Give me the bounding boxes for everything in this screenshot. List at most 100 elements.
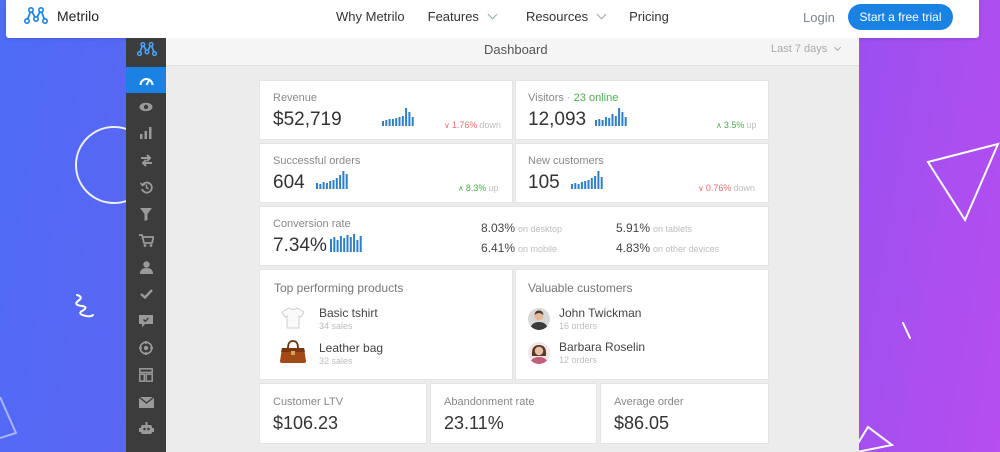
date-range-selector[interactable]: Last 7 days	[771, 43, 842, 55]
sparkline-bar	[621, 112, 624, 126]
date-range-label: Last 7 days	[771, 43, 828, 55]
sparkline-bar	[388, 119, 391, 126]
abandonment-rate-value: 23.11%	[444, 413, 504, 433]
cart-icon	[138, 233, 154, 247]
sparkline-bar	[382, 121, 384, 126]
conversion-mobile: 6.41% on mobile	[481, 241, 557, 255]
visitors-sparkline	[595, 108, 627, 126]
customer-ltv-card[interactable]: Customer LTV $106.23	[259, 383, 427, 444]
nav-resources[interactable]: Resources	[525, 8, 607, 24]
decorative-line	[902, 322, 911, 339]
sparkline-bar	[601, 120, 604, 126]
revenue-change: ∨ 1.76% down	[444, 120, 501, 130]
dashboard-title: Dashboard	[484, 42, 548, 57]
sparkline-bar	[333, 237, 336, 252]
sidebar-item-automation[interactable]	[126, 416, 166, 442]
sparkline-bar	[346, 235, 349, 252]
sparkline-bar	[332, 180, 335, 189]
orders-change-word: up	[488, 183, 499, 193]
user-icon	[139, 260, 153, 274]
orders-sparkline	[316, 171, 348, 189]
customer-orders: 16 orders	[559, 321, 598, 331]
history-icon	[139, 181, 153, 193]
revenue-card[interactable]: Revenue $52,719 ∨ 1.76% down	[259, 80, 513, 140]
sidebar-item-reports[interactable]	[126, 120, 166, 146]
start-trial-button[interactable]: Start a free trial	[848, 4, 953, 30]
sparkline-bar	[598, 119, 601, 126]
chevron-down-icon	[487, 9, 498, 19]
abandonment-rate-card[interactable]: Abandonment rate 23.11%	[430, 383, 597, 444]
dashboard-gauge-icon	[139, 77, 153, 85]
sparkline-bar	[614, 116, 617, 126]
conversion-card[interactable]: Conversion rate 7.34% 8.03% on desktop 6.…	[259, 206, 769, 266]
sidebar-item-orders[interactable]	[126, 227, 166, 253]
sparkline-bar	[604, 117, 607, 126]
metrilo-logo-icon[interactable]	[137, 41, 157, 57]
conversion-other: 4.83% on other devices	[616, 241, 719, 255]
sidebar-item-email[interactable]	[126, 389, 166, 415]
avatar[interactable]	[528, 308, 550, 330]
sidebar-item-tasks[interactable]	[126, 281, 166, 307]
sparkline-bar	[577, 184, 580, 189]
nav-features[interactable]: Features	[427, 8, 498, 24]
sparkline-bar	[580, 182, 583, 189]
orders-change: ∧ 8.3% up	[458, 183, 498, 193]
login-link[interactable]: Login	[803, 10, 835, 25]
new-customers-card[interactable]: New customers 105 ∨ 0.76% down	[515, 143, 769, 203]
visitors-change-word: up	[746, 120, 757, 130]
product-name[interactable]: Basic tshirt	[319, 306, 378, 320]
conversion-mobile-value: 6.41%	[481, 241, 516, 255]
conversion-tablets: 5.91% on tablets	[616, 221, 692, 235]
sparkline-bar	[322, 182, 325, 189]
sparkline-bar	[339, 175, 342, 189]
conversion-tablets-value: 5.91%	[616, 221, 651, 235]
visitors-value: 12,093	[528, 109, 587, 130]
nav-features-label: Features	[427, 8, 479, 24]
trend-up-icon: ∧	[716, 120, 722, 130]
sidebar-item-dashboard[interactable]	[126, 67, 166, 93]
sidebar-item-visitors[interactable]	[126, 94, 166, 120]
sparkline-bar	[342, 171, 345, 189]
orders-label: Successful orders	[273, 155, 361, 167]
product-sales: 32 sales	[319, 356, 353, 366]
sidebar-item-history[interactable]	[126, 174, 166, 200]
orders-card[interactable]: Successful orders 604 ∧ 8.3% up	[259, 143, 513, 203]
customer-name[interactable]: Barbara Roselin	[559, 340, 646, 354]
visitors-label-text: Visitors	[528, 92, 564, 104]
top-navbar: Metrilo Why Metrilo Features Resources P…	[6, 0, 979, 38]
sparkline-bar	[343, 238, 346, 252]
top-products-title: Top performing products	[274, 281, 404, 295]
sidebar-item-customers[interactable]	[126, 254, 166, 280]
conversion-mobile-label: on mobile	[518, 244, 558, 254]
product-name[interactable]: Leather bag	[319, 341, 384, 355]
new-customers-change-pct: 0.76%	[705, 183, 732, 193]
visitors-separator: ·	[563, 92, 574, 104]
customer-name[interactable]: John Twickman	[559, 306, 642, 320]
nav-resources-label: Resources	[525, 8, 589, 24]
sidebar-item-messages[interactable]	[126, 308, 166, 334]
customer-orders: 12 orders	[559, 355, 598, 365]
sparkline-bar	[325, 183, 328, 189]
trend-down-icon: ∨	[444, 120, 450, 130]
valuable-customers-card: Valuable customers John Twickman 16 orde…	[515, 269, 769, 380]
new-customers-label: New customers	[528, 155, 604, 167]
avatar[interactable]	[528, 342, 550, 364]
sidebar-item-funnels[interactable]	[126, 201, 166, 227]
conversion-desktop-value: 8.03%	[481, 221, 516, 235]
sparkline-bar	[611, 114, 614, 126]
sidebar-item-layout[interactable]	[126, 362, 166, 388]
nav-why-metrilo[interactable]: Why Metrilo	[336, 9, 405, 24]
sparkline-bar	[345, 174, 348, 189]
nav-pricing[interactable]: Pricing	[629, 9, 669, 24]
man-avatar-icon	[530, 310, 548, 330]
sidebar-item-goals[interactable]	[126, 335, 166, 361]
visitors-card[interactable]: Visitors · 23 online 12,093 ∧ 3.5% up	[515, 80, 769, 140]
sparkline-bar	[594, 176, 597, 189]
brand-logo[interactable]: Metrilo	[24, 6, 99, 25]
sparkline-bar	[587, 180, 590, 189]
conversion-sparkline	[330, 234, 362, 252]
average-order-card[interactable]: Average order $86.05	[600, 383, 769, 444]
sidebar-item-transfers[interactable]	[126, 147, 166, 173]
conversion-tablets-label: on tablets	[653, 224, 693, 234]
layout-icon	[139, 368, 153, 382]
